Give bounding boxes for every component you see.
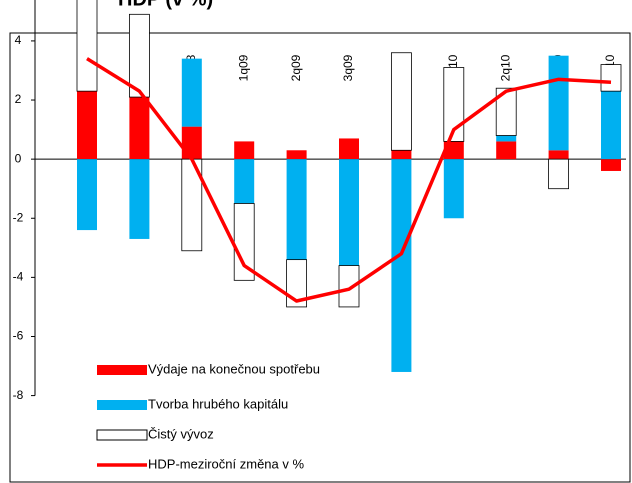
x-tick-label: 3q09 — [341, 54, 355, 81]
chart-title: HDP (v %) — [118, 0, 213, 10]
legend-marker — [96, 429, 148, 441]
x-tick-label: 2q10 — [498, 54, 512, 81]
bar — [601, 91, 621, 160]
bar — [339, 159, 359, 266]
bar — [76, 0, 98, 92]
x-tick-label: 2q09 — [289, 54, 303, 81]
bar — [548, 55, 569, 151]
legend-label: Tvorba hrubého kapitálu — [148, 396, 288, 411]
legend-marker — [97, 365, 147, 375]
y-tick-label: 4 — [15, 33, 22, 47]
legend-label: HDP-meziroční změna v % — [148, 456, 304, 471]
bar — [129, 159, 150, 239]
legend-label: Čistý vývoz — [148, 426, 214, 441]
y-tick-label: -8 — [13, 388, 24, 402]
bar — [601, 159, 621, 171]
bar — [234, 141, 255, 160]
bar — [128, 13, 150, 98]
legend-marker — [97, 400, 147, 410]
bar — [495, 87, 517, 136]
bar — [77, 91, 97, 160]
bar — [600, 64, 622, 92]
bar — [548, 150, 569, 160]
bar — [496, 141, 517, 160]
bar — [443, 159, 464, 219]
bar — [286, 259, 308, 308]
line — [86, 57, 612, 303]
bar — [338, 265, 360, 308]
legend-label: Výdaje na konečnou spotřebu — [148, 361, 320, 376]
y-tick-label: 2 — [15, 92, 22, 106]
y-tick-label: -4 — [13, 270, 24, 284]
y-tick-label: 0 — [15, 151, 22, 165]
x-tick-label: 1q09 — [236, 54, 250, 81]
bar — [181, 126, 202, 160]
bar — [286, 159, 307, 260]
chart-frame — [9, 32, 631, 483]
bar — [129, 97, 150, 160]
y-tick-label: -2 — [13, 210, 24, 224]
bar — [391, 150, 412, 160]
bar — [286, 150, 307, 160]
bar — [391, 159, 412, 372]
bar — [234, 159, 255, 204]
bar — [339, 138, 359, 160]
bar — [496, 135, 517, 142]
bar — [443, 67, 465, 142]
y-tick-label: -6 — [13, 329, 24, 343]
bar — [181, 58, 202, 127]
bar — [390, 52, 412, 151]
bar — [77, 159, 97, 231]
bar — [548, 158, 569, 190]
